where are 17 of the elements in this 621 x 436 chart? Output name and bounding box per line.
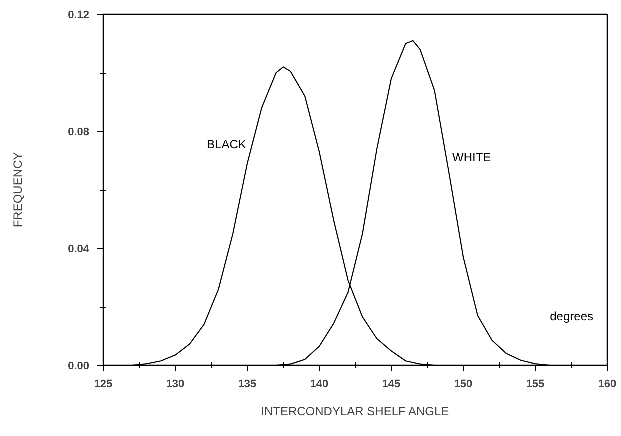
series-label: BLACK	[207, 138, 246, 152]
annotation: degrees	[550, 309, 594, 324]
x-tick-label: 125	[94, 378, 113, 390]
x-tick-label: 130	[166, 378, 185, 390]
y-tick-label: 0.04	[68, 244, 90, 256]
x-tick-label: 150	[454, 378, 473, 390]
y-tick-label: 0.00	[68, 360, 90, 372]
y-axis-title: FREQUENCY	[11, 152, 26, 228]
y-tick-label: 0.12	[68, 10, 90, 22]
x-tick-label: 160	[598, 378, 617, 390]
series-label: WHITE	[452, 150, 492, 165]
x-tick-label: 145	[382, 378, 401, 390]
x-tick-label: 135	[238, 378, 257, 390]
x-axis-title: INTERCONDYLAR SHELF ANGLE	[261, 404, 450, 418]
x-tick-label: 140	[310, 378, 329, 390]
y-tick-label: 0.08	[68, 126, 90, 138]
x-tick-label: 155	[526, 378, 545, 390]
